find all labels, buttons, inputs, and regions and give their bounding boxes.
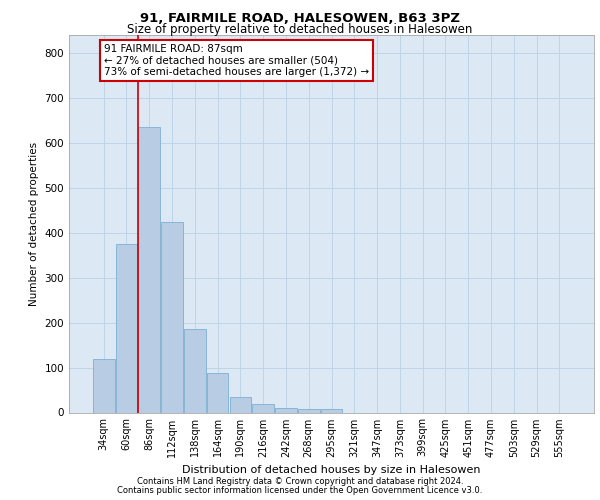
Bar	[139, 127, 160, 412]
Text: Contains public sector information licensed under the Open Government Licence v3: Contains public sector information licen…	[118, 486, 482, 495]
Bar	[320, 409, 343, 412]
Bar	[253, 404, 274, 412]
Bar	[275, 408, 297, 412]
Text: 91 FAIRMILE ROAD: 87sqm
← 27% of detached houses are smaller (504)
73% of semi-d: 91 FAIRMILE ROAD: 87sqm ← 27% of detache…	[104, 44, 369, 77]
X-axis label: Distribution of detached houses by size in Halesowen: Distribution of detached houses by size …	[182, 465, 481, 475]
Bar	[207, 373, 229, 412]
Bar	[93, 358, 115, 412]
Bar	[184, 330, 206, 412]
Text: Size of property relative to detached houses in Halesowen: Size of property relative to detached ho…	[127, 22, 473, 36]
Bar	[230, 397, 251, 412]
Text: 91, FAIRMILE ROAD, HALESOWEN, B63 3PZ: 91, FAIRMILE ROAD, HALESOWEN, B63 3PZ	[140, 12, 460, 24]
Bar	[298, 409, 320, 412]
Text: Contains HM Land Registry data © Crown copyright and database right 2024.: Contains HM Land Registry data © Crown c…	[137, 477, 463, 486]
Y-axis label: Number of detached properties: Number of detached properties	[29, 142, 39, 306]
Bar	[161, 222, 183, 412]
Bar	[116, 244, 137, 412]
